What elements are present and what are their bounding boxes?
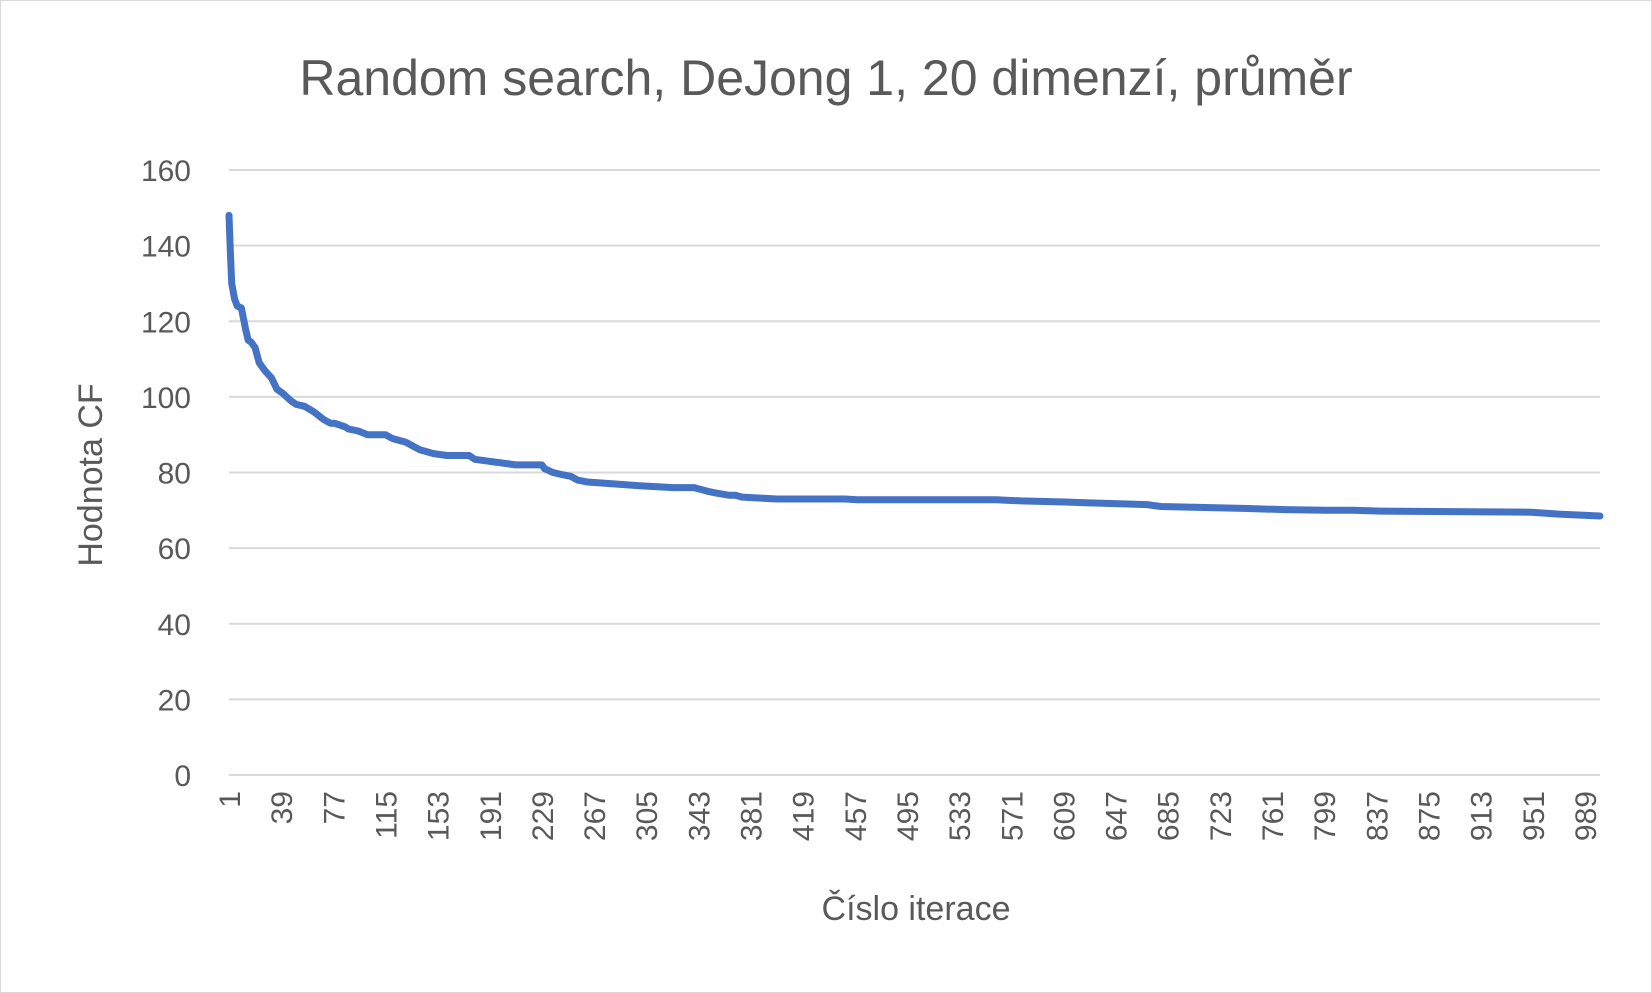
- x-tick-label: 495: [892, 791, 925, 841]
- x-axis-title: Číslo iterace: [822, 890, 1011, 928]
- series-line: [225, 211, 1604, 520]
- x-tick-label: 989: [1570, 791, 1603, 841]
- y-axis-title: Hodnota CF: [72, 383, 110, 566]
- x-tick-label: 685: [1153, 791, 1186, 841]
- gridlines: [229, 169, 1600, 701]
- y-tick-label: 160: [141, 155, 191, 188]
- x-tick-label: 571: [996, 791, 1029, 841]
- x-tick-label: 609: [1048, 791, 1081, 841]
- x-tick-label: 115: [370, 791, 403, 839]
- x-axis-ticks: 1 39 77 115 153 191 229 267 305 343 381 419 457 495 53…: [214, 791, 1603, 841]
- x-tick-label: 77: [318, 791, 351, 824]
- x-tick-label: 1: [214, 791, 247, 808]
- x-tick-label: 305: [631, 791, 664, 841]
- y-tick-label: 40: [158, 609, 191, 642]
- y-tick-label: 80: [158, 458, 191, 491]
- x-tick-label: 229: [527, 791, 560, 841]
- x-tick-label: 837: [1361, 791, 1394, 841]
- x-tick-label: 799: [1309, 791, 1342, 841]
- x-tick-label: 419: [788, 791, 821, 841]
- x-tick-label: 191: [475, 791, 508, 841]
- y-tick-label: 120: [141, 306, 191, 339]
- y-axis-ticks: 0 20 40 60 80 100 120 140 160: [141, 155, 191, 793]
- y-tick-label: 100: [141, 382, 191, 415]
- x-tick-label: 381: [736, 791, 769, 841]
- y-tick-label: 140: [141, 231, 191, 264]
- x-tick-label: 39: [266, 791, 299, 824]
- y-tick-label: 0: [174, 760, 191, 793]
- x-tick-label: 761: [1257, 791, 1290, 841]
- x-tick-label: 723: [1205, 791, 1238, 841]
- y-tick-label: 20: [158, 684, 191, 717]
- x-tick-label: 153: [423, 791, 456, 841]
- x-tick-label: 951: [1518, 791, 1551, 841]
- chart-title: Random search, DeJong 1, 20 dimenzí, prů…: [299, 50, 1352, 106]
- x-tick-label: 343: [683, 791, 716, 841]
- x-tick-label: 533: [944, 791, 977, 841]
- y-tick-label: 60: [158, 533, 191, 566]
- x-tick-label: 913: [1466, 791, 1499, 841]
- x-tick-label: 267: [579, 791, 612, 841]
- x-tick-label: 647: [1101, 791, 1134, 841]
- x-tick-label: 875: [1413, 791, 1446, 841]
- x-tick-label: 457: [840, 791, 873, 841]
